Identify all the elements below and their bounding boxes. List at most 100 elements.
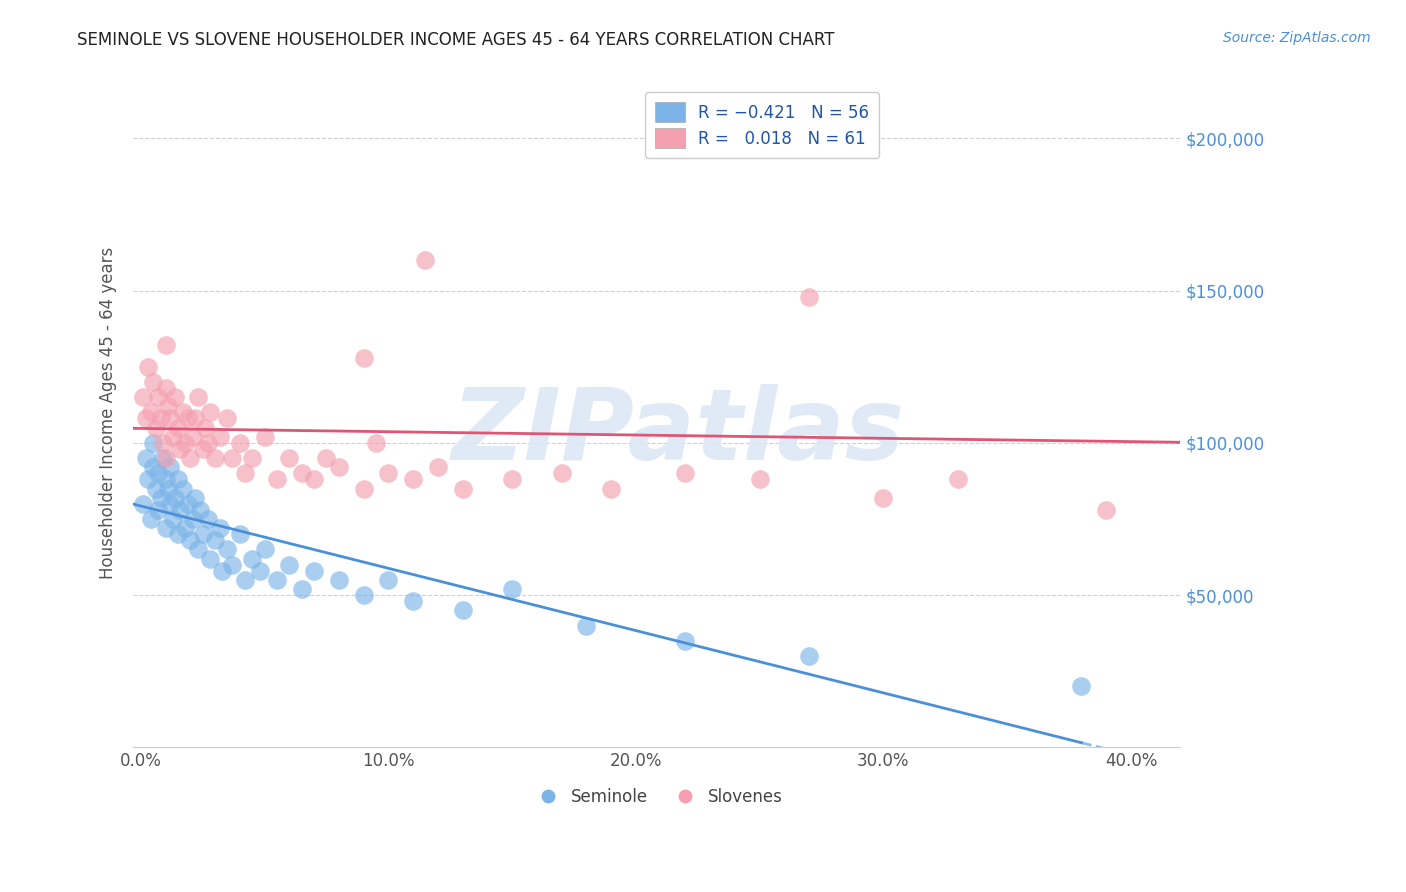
Point — [197, 435, 219, 450]
Point — [146, 503, 169, 517]
Point — [145, 482, 167, 496]
Point — [673, 467, 696, 481]
Point — [169, 442, 191, 456]
Point — [402, 594, 425, 608]
Point — [364, 435, 387, 450]
Point — [797, 290, 820, 304]
Point — [174, 521, 197, 535]
Point — [377, 573, 399, 587]
Point — [155, 521, 177, 535]
Point — [142, 460, 165, 475]
Point — [353, 351, 375, 365]
Point — [181, 430, 204, 444]
Point — [229, 435, 252, 450]
Point — [142, 375, 165, 389]
Point — [198, 405, 221, 419]
Point — [451, 603, 474, 617]
Point — [415, 253, 437, 268]
Point — [221, 558, 243, 572]
Text: SEMINOLE VS SLOVENE HOUSEHOLDER INCOME AGES 45 - 64 YEARS CORRELATION CHART: SEMINOLE VS SLOVENE HOUSEHOLDER INCOME A… — [77, 31, 835, 49]
Point — [184, 411, 207, 425]
Point — [162, 512, 184, 526]
Point — [204, 533, 226, 548]
Point — [132, 390, 155, 404]
Point — [328, 460, 350, 475]
Point — [149, 491, 172, 505]
Point — [167, 527, 190, 541]
Point — [501, 582, 523, 596]
Point — [240, 551, 263, 566]
Point — [187, 542, 209, 557]
Y-axis label: Householder Income Ages 45 - 64 years: Householder Income Ages 45 - 64 years — [100, 246, 117, 579]
Point — [198, 551, 221, 566]
Point — [155, 381, 177, 395]
Point — [165, 390, 187, 404]
Point — [179, 451, 201, 466]
Point — [188, 503, 211, 517]
Text: ZIPatlas: ZIPatlas — [451, 384, 904, 481]
Point — [266, 472, 288, 486]
Text: Source: ZipAtlas.com: Source: ZipAtlas.com — [1223, 31, 1371, 45]
Point — [194, 420, 217, 434]
Point — [155, 338, 177, 352]
Point — [353, 482, 375, 496]
Point — [211, 564, 233, 578]
Point — [402, 472, 425, 486]
Point — [159, 497, 181, 511]
Point — [823, 137, 845, 152]
Point — [155, 451, 177, 466]
Point — [302, 564, 325, 578]
Point — [221, 451, 243, 466]
Point — [208, 430, 231, 444]
Point — [177, 497, 200, 511]
Point — [132, 497, 155, 511]
Point — [172, 405, 194, 419]
Point — [353, 588, 375, 602]
Point — [167, 472, 190, 486]
Point — [872, 491, 894, 505]
Point — [600, 482, 623, 496]
Point — [1070, 680, 1092, 694]
Point — [501, 472, 523, 486]
Point — [797, 648, 820, 663]
Point — [159, 411, 181, 425]
Point — [204, 451, 226, 466]
Point — [184, 491, 207, 505]
Point — [278, 451, 301, 466]
Point — [1095, 503, 1118, 517]
Point — [233, 573, 256, 587]
Point — [377, 467, 399, 481]
Legend: Seminole, Slovenes: Seminole, Slovenes — [524, 781, 790, 813]
Point — [946, 472, 969, 486]
Point — [156, 399, 179, 413]
Point — [145, 420, 167, 434]
Point — [328, 573, 350, 587]
Point — [155, 472, 177, 486]
Point — [179, 533, 201, 548]
Point — [208, 521, 231, 535]
Point — [253, 542, 276, 557]
Point — [291, 467, 314, 481]
Point — [191, 442, 214, 456]
Point — [167, 420, 190, 434]
Point — [240, 451, 263, 466]
Point — [253, 430, 276, 444]
Point — [152, 451, 174, 466]
Point — [169, 503, 191, 517]
Point — [135, 451, 157, 466]
Point — [673, 633, 696, 648]
Point — [136, 359, 159, 374]
Point — [139, 512, 162, 526]
Point — [174, 435, 197, 450]
Point — [162, 430, 184, 444]
Point — [146, 467, 169, 481]
Point — [451, 482, 474, 496]
Point — [177, 411, 200, 425]
Point — [217, 542, 239, 557]
Point — [575, 618, 598, 632]
Point — [748, 472, 770, 486]
Point — [229, 527, 252, 541]
Point — [278, 558, 301, 572]
Point — [291, 582, 314, 596]
Point — [159, 460, 181, 475]
